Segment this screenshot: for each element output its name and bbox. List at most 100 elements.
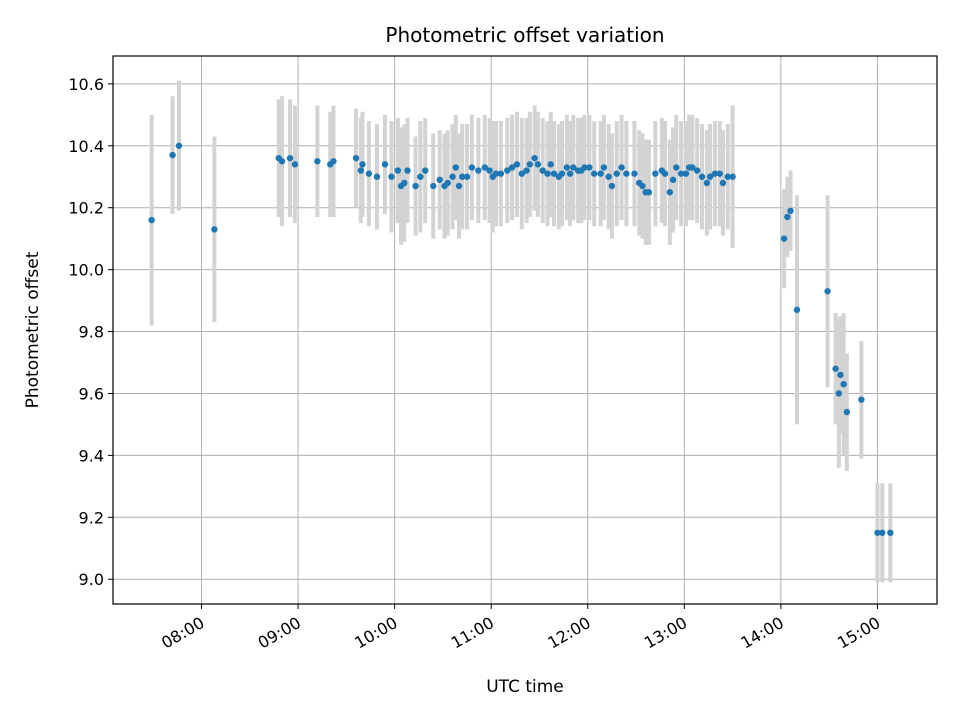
data-point bbox=[459, 173, 466, 180]
y-tick-label: 10.4 bbox=[68, 137, 104, 156]
data-point bbox=[286, 154, 294, 162]
data-point bbox=[645, 189, 653, 196]
data-point bbox=[843, 408, 851, 416]
data-point bbox=[566, 170, 574, 177]
data-point bbox=[388, 173, 395, 180]
data-point bbox=[689, 164, 696, 171]
data-point bbox=[784, 213, 791, 221]
data-point bbox=[677, 170, 685, 177]
data-point bbox=[887, 529, 894, 536]
data-point bbox=[832, 365, 839, 372]
data-point bbox=[394, 167, 402, 174]
data-point bbox=[729, 173, 736, 180]
x-axis: 08:00 09:00 10:00 11:00 12:00 13:00 14:00 15:00 bbox=[158, 604, 883, 653]
data-point bbox=[724, 173, 731, 180]
data-point bbox=[547, 161, 554, 168]
data-point bbox=[175, 142, 183, 149]
x-tick-label: 08:00 bbox=[158, 613, 207, 653]
data-point bbox=[148, 216, 155, 224]
data-point bbox=[526, 161, 534, 168]
data-point bbox=[608, 182, 616, 190]
data-point bbox=[314, 158, 321, 165]
data-point bbox=[422, 167, 429, 174]
x-tick-label: 14:00 bbox=[737, 613, 786, 653]
data-point bbox=[534, 161, 542, 168]
data-point bbox=[518, 170, 525, 177]
data-point bbox=[581, 164, 588, 171]
data-point bbox=[278, 158, 286, 165]
data-point bbox=[824, 288, 831, 295]
plot-frame bbox=[112, 55, 938, 605]
y-tick-label: 9.2 bbox=[79, 508, 104, 527]
data-point bbox=[673, 164, 680, 171]
data-point bbox=[359, 161, 366, 168]
data-point bbox=[550, 170, 558, 177]
data-point bbox=[449, 173, 456, 180]
data-point bbox=[352, 154, 360, 162]
data-point bbox=[475, 167, 482, 174]
y-tick-label: 10.0 bbox=[68, 261, 104, 280]
data-point bbox=[463, 173, 471, 180]
x-tick-label: 15:00 bbox=[834, 613, 883, 653]
data-point bbox=[694, 167, 701, 174]
data-point bbox=[430, 182, 437, 190]
data-point bbox=[211, 226, 218, 233]
data-point bbox=[436, 176, 443, 184]
data-point bbox=[618, 164, 625, 171]
y-tick-label: 9.4 bbox=[79, 446, 104, 465]
data-point bbox=[623, 170, 630, 177]
data-point bbox=[486, 167, 493, 174]
data-point bbox=[357, 167, 365, 174]
data-point bbox=[508, 164, 516, 171]
data-point bbox=[787, 207, 794, 215]
data-point bbox=[682, 170, 690, 177]
data-point bbox=[468, 164, 476, 171]
data-point bbox=[631, 170, 638, 177]
data-point bbox=[639, 182, 646, 190]
data-point bbox=[570, 164, 577, 171]
data-point bbox=[586, 164, 593, 171]
data-point bbox=[591, 170, 598, 177]
y-tick-label: 9.8 bbox=[79, 323, 104, 342]
data-point bbox=[412, 182, 419, 190]
data-point bbox=[719, 179, 727, 187]
data-point bbox=[452, 164, 459, 171]
data-point bbox=[481, 164, 488, 171]
y-tick-label: 10.2 bbox=[68, 199, 104, 218]
y-tick-label: 10.6 bbox=[68, 75, 104, 94]
data-point bbox=[652, 170, 659, 177]
data-point bbox=[835, 390, 843, 397]
data-point bbox=[504, 167, 511, 174]
data-point bbox=[523, 167, 530, 174]
data-point bbox=[613, 170, 620, 177]
data-point bbox=[330, 158, 337, 165]
x-tick-label: 13:00 bbox=[641, 613, 690, 653]
x-tick-label: 09:00 bbox=[255, 613, 304, 653]
y-tick-label: 9.0 bbox=[79, 570, 104, 589]
y-tick-label: 9.6 bbox=[79, 384, 104, 403]
data-points bbox=[148, 142, 894, 536]
data-point bbox=[716, 170, 723, 177]
data-point bbox=[874, 529, 881, 536]
data-point bbox=[558, 170, 566, 177]
data-point bbox=[661, 170, 669, 177]
data-point bbox=[563, 164, 571, 171]
data-point bbox=[597, 170, 604, 177]
data-point bbox=[455, 182, 463, 190]
data-point bbox=[669, 176, 677, 184]
data-point bbox=[169, 151, 176, 159]
x-tick-label: 12:00 bbox=[544, 613, 593, 653]
data-point bbox=[544, 170, 551, 177]
data-point bbox=[373, 173, 381, 180]
data-point bbox=[703, 179, 711, 187]
data-point bbox=[531, 154, 538, 162]
data-point bbox=[879, 529, 886, 536]
data-point bbox=[711, 170, 719, 177]
y-axis-label: Photometric offset bbox=[23, 251, 43, 408]
data-point bbox=[698, 173, 706, 180]
data-point bbox=[381, 161, 389, 168]
data-point bbox=[539, 167, 546, 174]
chart-title: Photometric offset variation bbox=[385, 23, 664, 47]
data-point bbox=[417, 173, 424, 180]
